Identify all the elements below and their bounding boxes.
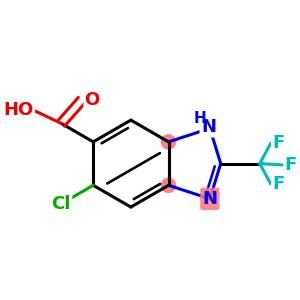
Text: H: H bbox=[194, 111, 207, 126]
Text: F: F bbox=[272, 175, 284, 193]
Text: HO: HO bbox=[4, 101, 34, 119]
Text: N: N bbox=[201, 118, 216, 136]
Text: O: O bbox=[84, 91, 100, 109]
Text: F: F bbox=[272, 134, 284, 152]
Circle shape bbox=[161, 178, 176, 192]
Circle shape bbox=[161, 135, 176, 149]
Text: F: F bbox=[284, 156, 296, 174]
Text: Cl: Cl bbox=[52, 195, 71, 213]
Text: N: N bbox=[202, 190, 217, 208]
